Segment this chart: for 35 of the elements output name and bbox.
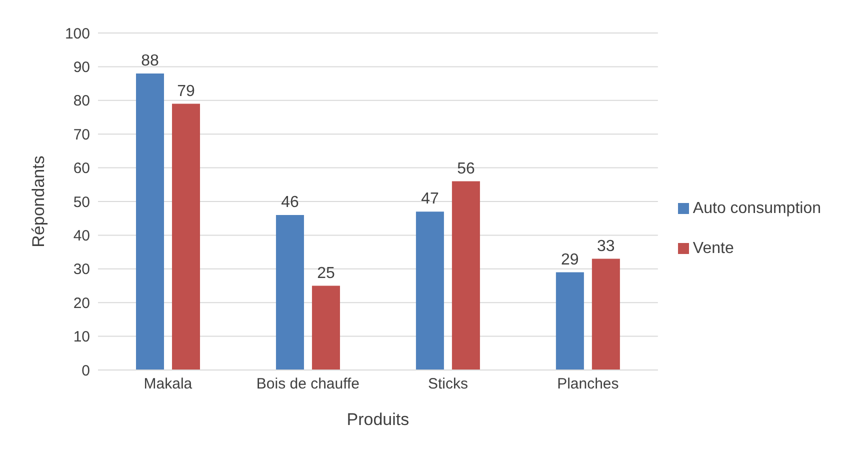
data-label: 88 [141, 52, 159, 70]
x-tick-label: Bois de chauffe [256, 376, 360, 393]
bar [556, 272, 584, 370]
y-tick-label: 80 [73, 92, 90, 110]
y-tick-label: 0 [82, 362, 90, 380]
data-label: 79 [177, 82, 195, 100]
bar [592, 258, 620, 370]
bar [276, 214, 304, 370]
y-tick-label: 70 [73, 126, 90, 144]
y-tick-label: 40 [73, 228, 90, 245]
y-tick-label: 10 [73, 328, 90, 346]
bar [312, 286, 340, 370]
bar [416, 212, 444, 370]
data-label: 33 [597, 238, 615, 255]
bar [452, 181, 480, 370]
y-tick-label: 100 [64, 25, 90, 42]
y-tick-label: 30 [73, 261, 90, 278]
bar [136, 73, 164, 370]
legend-label: Vente [692, 240, 734, 257]
data-label: 47 [421, 190, 439, 208]
data-label: 25 [317, 264, 335, 282]
y-axis-title: Répondants [29, 156, 48, 248]
x-axis-title: Produits [346, 410, 410, 429]
x-tick-label: Makala [144, 376, 193, 393]
data-label: 46 [281, 194, 299, 211]
y-tick-label: 20 [73, 294, 90, 312]
y-tick-label: 90 [73, 59, 90, 76]
legend-label: Auto consumption [692, 200, 821, 217]
data-label: 56 [457, 160, 475, 178]
y-tick-label: 60 [73, 160, 90, 178]
data-label: 29 [561, 251, 579, 268]
x-tick-label: Planches [557, 376, 619, 393]
y-tick-label: 50 [73, 194, 90, 211]
x-tick-label: Sticks [428, 376, 468, 393]
bar [172, 104, 200, 370]
